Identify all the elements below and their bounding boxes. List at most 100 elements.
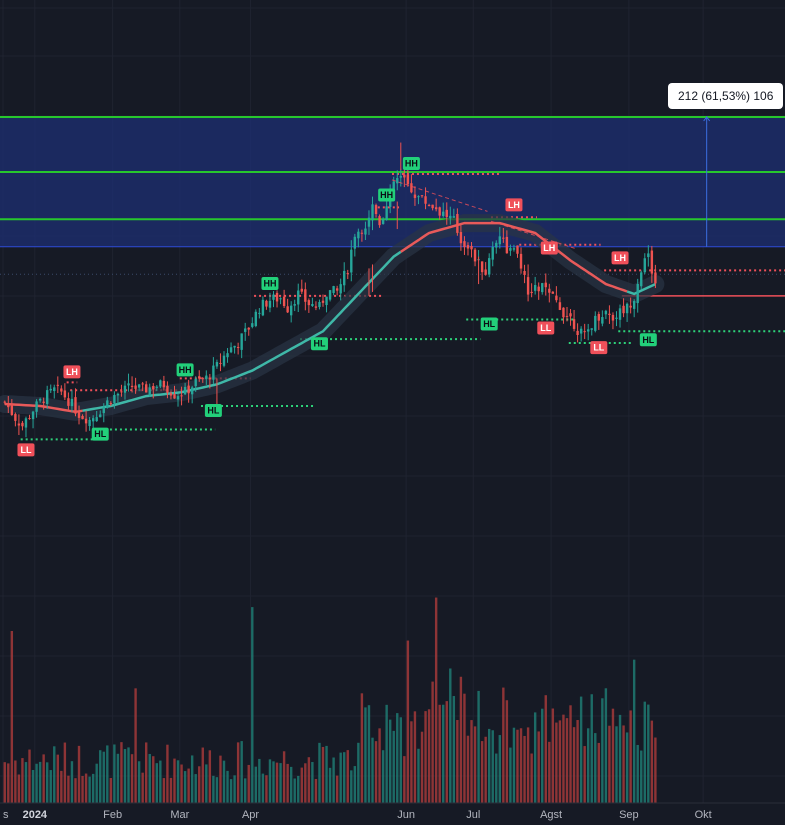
tick-label: Jun [397,809,415,821]
tag-label: LL [20,445,31,455]
volume-bar [590,694,593,803]
volume-bar [258,758,261,803]
volume-bar [367,705,371,803]
volume-bar [268,759,272,803]
volume-bar [434,597,438,803]
volume-bar [388,719,392,803]
candle-body [367,217,371,227]
candle-body [229,347,233,353]
zone-rect [0,117,785,247]
tick-label: Apr [242,809,259,821]
volume-bar [229,779,233,803]
time-axis[interactable]: s 2024 Feb Mar Apr Jun Jul Agst Sep Okt [0,802,785,821]
volume-bar [332,757,335,803]
structure-tag: HL [204,404,222,418]
candle-body [205,375,208,379]
volume-bar [109,777,113,803]
volume-bar [194,774,197,803]
volume-bar [463,693,466,803]
candle-body [162,380,166,388]
candle-body [14,414,17,421]
structure-tag: HH [176,363,194,377]
candle-body [339,284,342,294]
volume-bar [374,741,378,803]
tag-label: HH [380,190,393,200]
candle-body [265,300,268,307]
volume-bar [371,737,374,803]
volume-bar [91,773,95,803]
candle-body [222,355,226,366]
volume-bar [555,722,558,803]
tick-label: Jul [466,809,480,821]
candle-body [410,183,413,193]
volume-bar [289,766,293,803]
candle-body [424,196,427,204]
volume-bar [31,769,35,803]
volume-bar [183,771,187,803]
volume-bar [541,708,544,803]
candle-body [505,236,509,254]
tag-label: LL [593,343,604,353]
candle-body [28,418,31,420]
candle-body [325,296,328,306]
candlesticks [3,142,657,438]
volume-bar [466,735,470,803]
candle-body [516,245,519,254]
candle-body [77,412,81,418]
candle-body [519,253,523,269]
candle-body [130,385,134,388]
candle-body [113,394,116,404]
candle-body [343,270,346,286]
volume-bar [190,755,194,803]
candle-body [31,411,35,420]
candle-body [42,401,45,403]
candle-body [49,388,52,391]
candle-body [438,207,441,216]
ma-line [626,282,656,296]
candle-body [304,289,307,302]
volume-bar [406,640,410,803]
candle-body [629,305,632,308]
candle-body [608,313,611,315]
candle-body [601,317,604,324]
volume-bar [427,709,431,803]
candle-body [565,315,569,317]
candle-body [106,400,109,408]
candle-body [417,196,420,198]
volume-bar [137,761,141,803]
candle-body [63,390,67,398]
candle-body [650,250,654,274]
candle-body [35,401,38,412]
candle-body [38,398,42,401]
volume-bar [654,737,657,803]
candle-body [198,376,201,379]
candle-body [396,178,399,184]
candle-body [590,328,593,330]
candle-body [498,236,502,245]
volume-bar [530,753,533,803]
volume-bar [533,712,537,803]
tag-label: LH [543,243,555,253]
volume-bar [618,714,622,803]
volume-bar [67,775,70,803]
candle-body [134,385,137,389]
volume-bar [116,753,120,803]
volume-bar [38,761,42,803]
tick-label: Feb [103,809,122,821]
candle-body [261,299,265,316]
highlight-zone [0,117,785,247]
candle-body [208,377,212,380]
volume-bar [53,746,56,803]
volume-bar [396,713,399,803]
candle-body [10,405,14,416]
volume-bar [300,767,303,803]
volume-bar [226,770,229,803]
candle-body [137,384,141,388]
candle-body [632,300,636,309]
measure-tool[interactable] [703,116,711,247]
volume-bar [353,766,357,803]
candle-body [615,317,618,319]
candle-body [53,387,56,392]
moving-average [0,214,665,421]
